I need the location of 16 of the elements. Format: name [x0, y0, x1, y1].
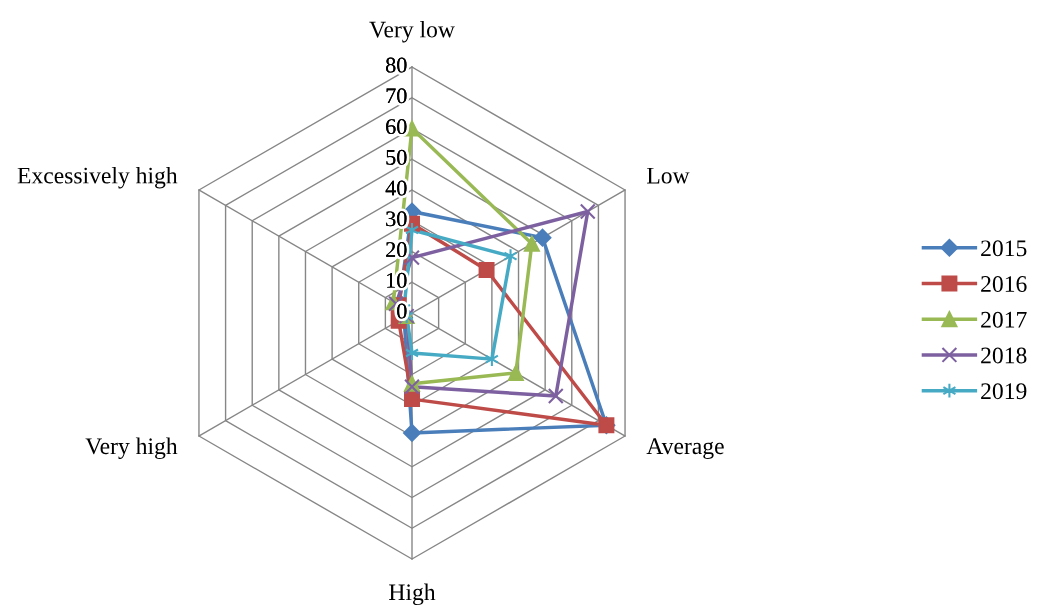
y-tick-label: 80 [386, 57, 407, 73]
legend-label: 2016 [981, 276, 1027, 292]
spoke-label: Low [647, 167, 690, 184]
y-tick-label: 60 [386, 119, 407, 135]
y-tick-label: 70 [386, 88, 407, 104]
spoke-label: Very high [85, 437, 178, 460]
spoke-label: High [389, 583, 436, 606]
spoke-label: Average [646, 438, 724, 460]
y-tick-label: 50 [386, 149, 407, 165]
spoke-label: Excessively high [17, 166, 178, 189]
legend-label: 2017 [981, 311, 1027, 328]
spoke-label: Very low [369, 20, 455, 43]
y-tick-label: 0 [397, 303, 407, 319]
legend-label: 2018 [981, 347, 1027, 364]
legend-label: 2015 [981, 240, 1027, 257]
legend-label: 2019 [981, 383, 1027, 400]
